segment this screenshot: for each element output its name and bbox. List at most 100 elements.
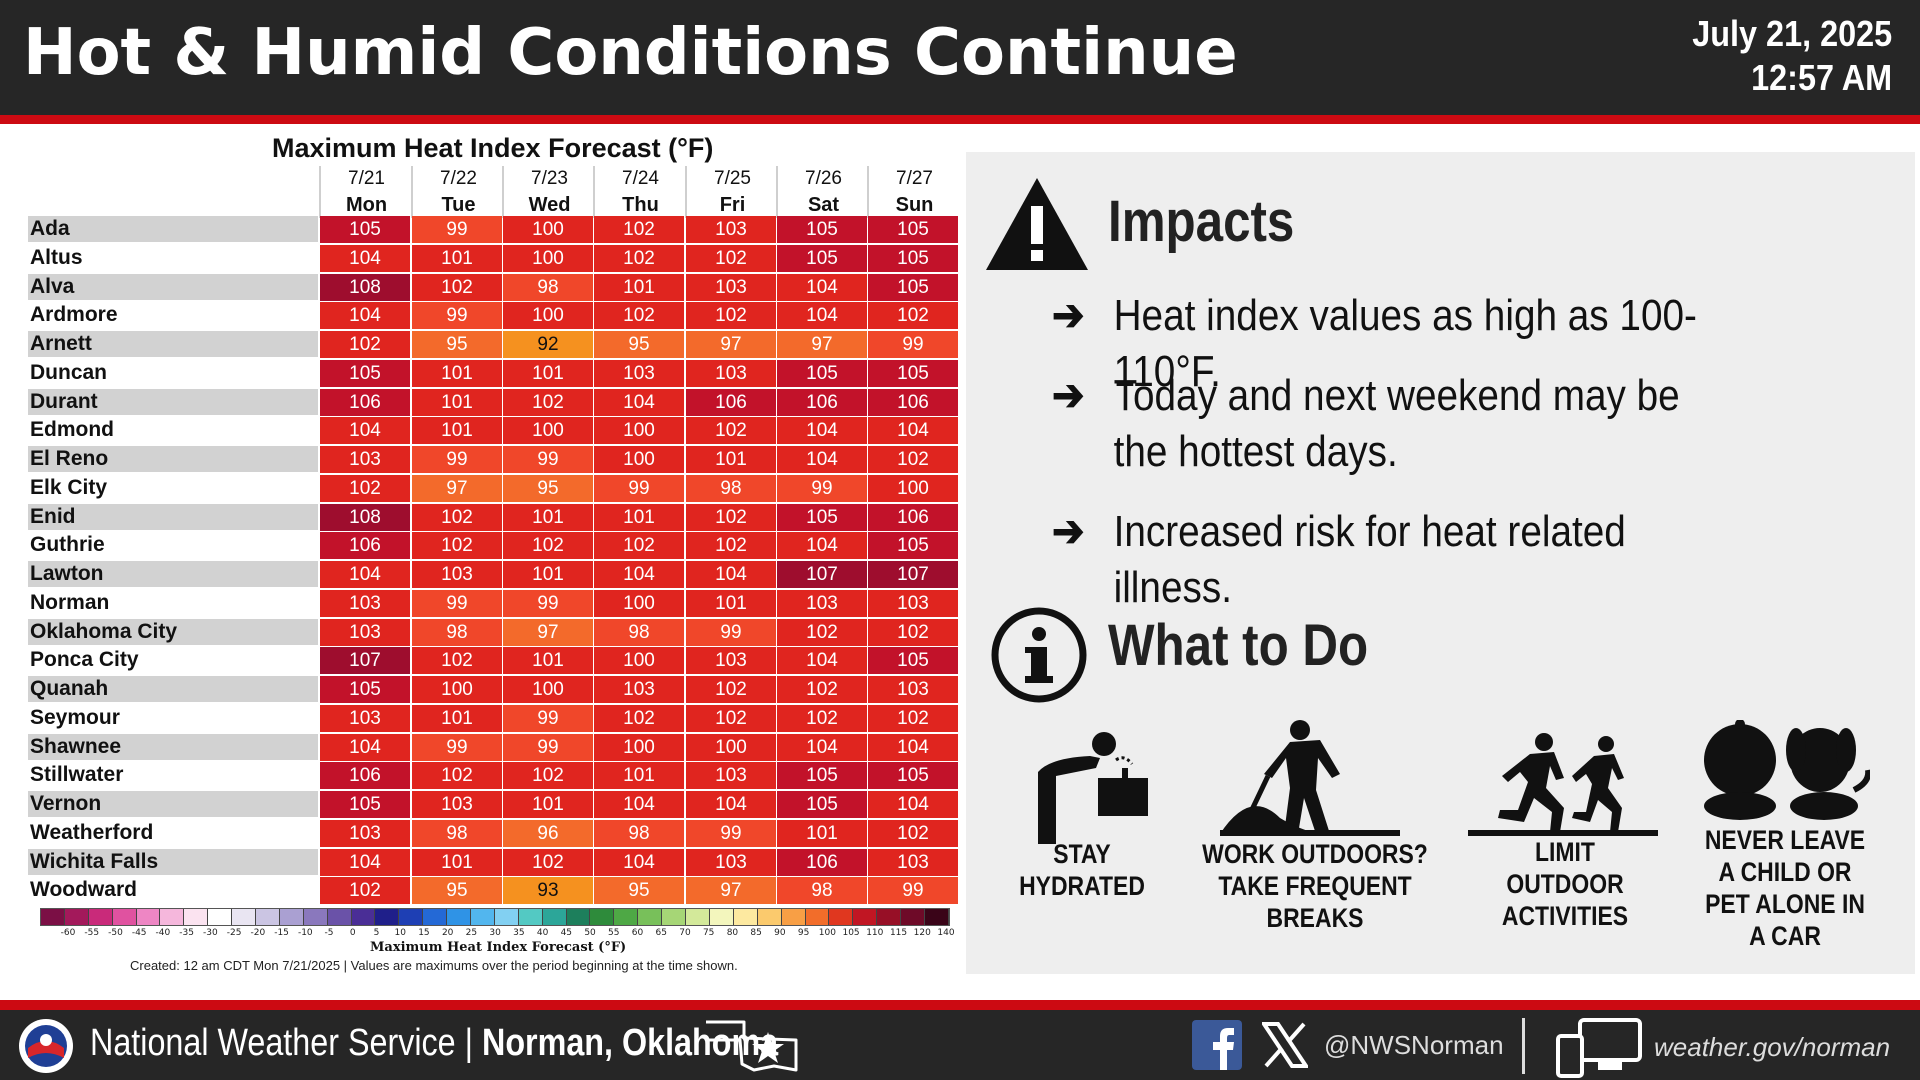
heat-index-cell: 103 [686,216,776,243]
scale-label: -20 [250,928,266,938]
city-name: Weatherford [30,821,154,844]
heat-index-cell: 95 [503,475,593,502]
day-date: 7/21 [348,168,385,189]
table-row: Stillwater [28,762,320,788]
scale-swatch [88,909,113,925]
city-name: Edmond [30,418,114,441]
table-row: Durant [28,389,320,415]
heat-index-cell: 100 [503,302,593,329]
city-name: Arnett [28,331,318,357]
city-name: Oklahoma City [28,619,318,645]
facebook-icon[interactable] [1192,1020,1242,1070]
heat-index-cell: 100 [686,734,776,761]
scale-swatch [853,909,878,925]
scale-label: 25 [465,928,478,938]
city-name: Altus [30,246,83,269]
city-name: Wichita Falls [28,849,318,875]
warning-icon [986,178,1088,270]
day-weekday: Thu [622,194,659,216]
heat-index-cell: 100 [594,417,684,444]
day-header: 7/27 Sun [867,166,960,218]
heat-index-cell: 107 [320,647,410,674]
table-row: Oklahoma City [28,619,320,645]
table-row: Ponca City [28,647,320,673]
heat-index-cell: 101 [503,647,593,674]
city-name: Enid [28,504,318,530]
heat-index-cell: 104 [777,532,867,559]
day-weekday: Mon [345,194,388,216]
heat-index-cell: 100 [503,676,593,703]
heat-index-cell: 101 [594,762,684,789]
action-work-breaks: WORK OUTDOORS? TAKE FREQUENT BREAKS [1202,839,1428,933]
city-name: Shawnee [28,734,318,760]
heat-index-cell: 99 [503,705,593,732]
scale-label: -25 [226,928,242,938]
info-panel [966,152,1915,974]
heat-index-cell: 101 [412,389,502,416]
scale-swatch [566,909,591,925]
heat-index-cell: 99 [686,619,776,646]
scale-label: -55 [84,928,100,938]
heat-index-cell: 100 [594,590,684,617]
scale-label: -45 [131,928,147,938]
day-header: 7/26 Sat [776,166,869,218]
scale-label: 120 [913,928,931,938]
scale-swatch [518,909,543,925]
table-row: Enid [28,504,320,530]
table-row: Norman [28,590,320,616]
issued-datetime: July 21, 2025 12:57 AM [1692,12,1892,100]
footer-accent-bar [0,1000,1920,1010]
scale-label: 70 [679,928,691,938]
heat-index-cell: 106 [777,389,867,416]
heat-index-cell: 104 [868,791,958,818]
heat-index-cell: 102 [503,762,593,789]
heat-index-cell: 104 [868,417,958,444]
heat-index-cell: 99 [412,216,502,243]
heat-index-cell: 98 [503,274,593,301]
heat-index-cell: 99 [777,475,867,502]
city-name: Duncan [30,361,108,384]
heat-index-cell: 104 [777,647,867,674]
scale-label: 95 [797,928,810,938]
table-row: Ada [28,216,320,242]
heat-index-cell: 99 [412,446,502,473]
day-date: 7/23 [531,168,568,189]
heat-index-cell: 105 [868,216,958,243]
city-name: Ponca City [30,648,139,671]
heat-index-cell: 104 [594,791,684,818]
heat-index-cell: 102 [686,245,776,272]
heat-index-cell: 98 [777,877,867,904]
heat-index-cell: 104 [777,302,867,329]
heat-index-cell: 102 [594,302,684,329]
heat-index-cell: 103 [594,676,684,703]
heat-index-cell: 102 [412,532,502,559]
scale-label: 45 [560,928,573,938]
heat-index-cell: 106 [320,532,410,559]
heat-index-cell: 98 [412,820,502,847]
city-name: Stillwater [30,763,124,786]
heat-index-cell: 99 [412,302,502,329]
scale-label: 35 [513,928,525,938]
heat-index-cell: 99 [503,590,593,617]
social-handle[interactable]: @NWSNorman [1324,1030,1504,1060]
scale-swatch [709,909,734,925]
heat-index-cell: 101 [686,590,776,617]
heat-index-cell: 95 [594,877,684,904]
heat-index-cell: 106 [868,389,958,416]
scale-swatch [423,909,448,925]
oklahoma-star-icon [706,1020,798,1072]
website-link[interactable]: weather.gov/norman [1654,1032,1891,1062]
city-name: El Reno [28,446,318,472]
scale-label: 100 [818,928,836,938]
heat-index-cell: 99 [868,331,958,358]
heat-index-cell: 105 [777,791,867,818]
table-row: El Reno [28,446,320,472]
day-header: 7/23 Wed [502,166,595,218]
heat-index-cell: 104 [686,791,776,818]
x-twitter-icon[interactable] [1262,1022,1308,1068]
heat-index-cell: 100 [503,245,593,272]
heat-index-cell: 97 [777,331,867,358]
arrow-icon: ➔ [1052,507,1085,556]
heat-index-cell: 102 [686,302,776,329]
table-row: Arnett [28,331,320,357]
